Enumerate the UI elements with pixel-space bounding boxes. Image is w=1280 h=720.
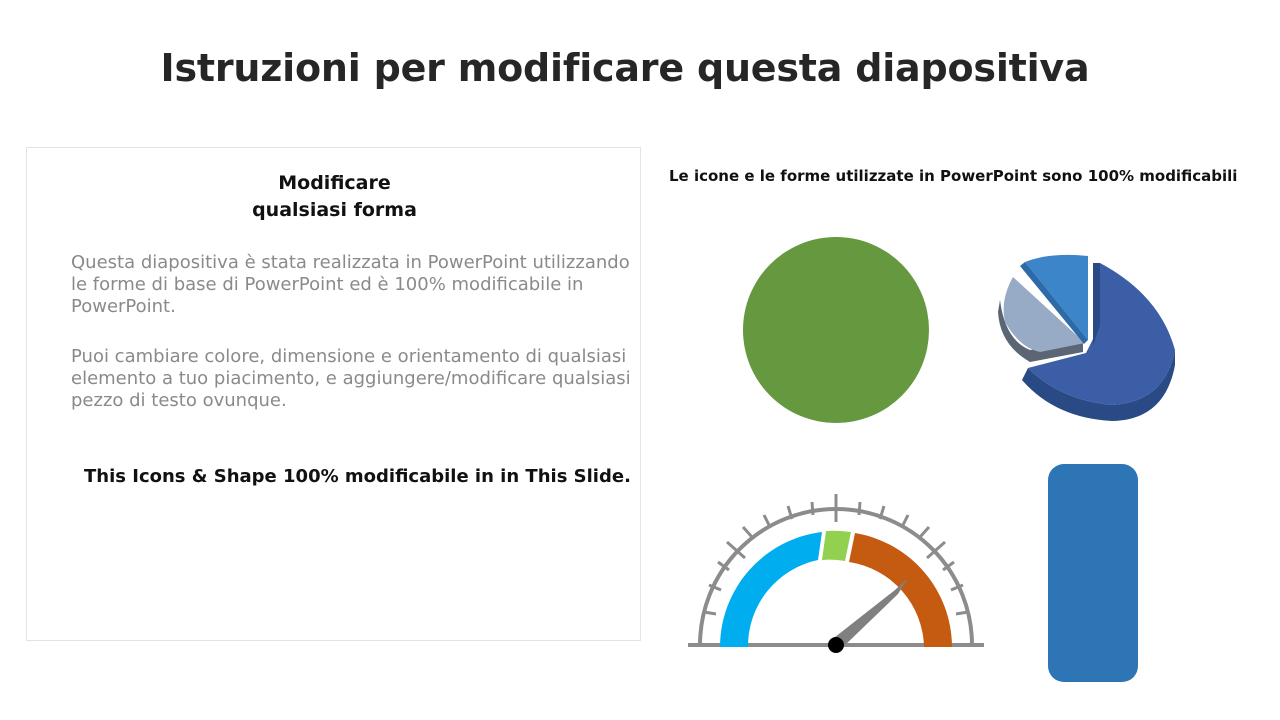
paragraph-1: Questa diapositiva è stata realizzata in… xyxy=(71,252,630,317)
green-circle-shape[interactable] xyxy=(743,237,929,423)
instructions-textbox[interactable]: Modificare qualsiasi forma Questa diapos… xyxy=(26,147,641,641)
textbox-heading: Modificare qualsiasi forma xyxy=(27,170,642,224)
shape-note: This Icons & Shape 100% modificabile in … xyxy=(84,466,631,487)
slide-title: Istruzioni per modificare questa diaposi… xyxy=(160,46,1090,90)
pie-chart-shape[interactable] xyxy=(998,254,1175,421)
gauge-ticks xyxy=(703,494,969,616)
heading-line-2: qualsiasi forma xyxy=(252,199,417,221)
showcase-caption: Le icone e le forme utilizzate in PowerP… xyxy=(669,167,1238,185)
rounded-rectangle-shape[interactable] xyxy=(1048,464,1138,682)
gauge-shape[interactable] xyxy=(688,494,984,653)
paragraph-2: Puoi cambiare colore, dimensione e orien… xyxy=(71,346,631,411)
heading-line-1: Modificare xyxy=(278,172,391,194)
